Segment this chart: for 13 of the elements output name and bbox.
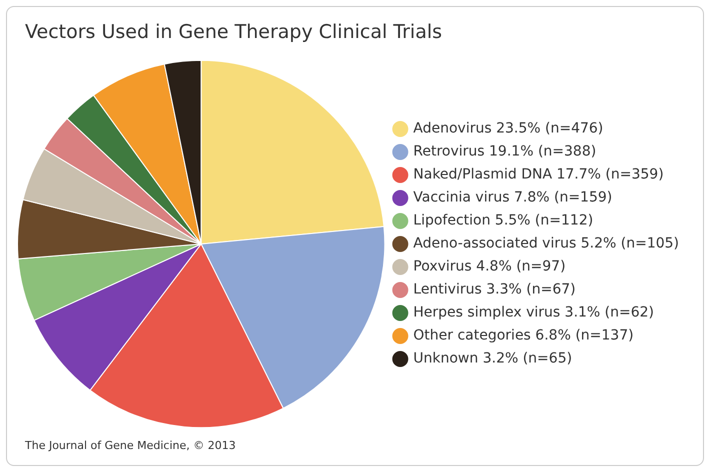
chart-title: Vectors Used in Gene Therapy Clinical Trials — [25, 21, 442, 43]
legend-label: Vaccinia virus 7.8% (n=159) — [413, 190, 612, 206]
legend-label: Other categories 6.8% (n=137) — [413, 328, 634, 344]
legend-label: Adeno-associated virus 5.2% (n=105) — [413, 236, 679, 252]
legend-label: Poxvirus 4.8% (n=97) — [413, 258, 566, 275]
legend-label: Lipofection 5.5% (n=112) — [413, 212, 594, 229]
legend-label: Naked/Plasmid DNA 17.7% (n=359) — [413, 166, 664, 183]
legend-label: Lentivirus 3.3% (n=67) — [413, 282, 576, 298]
legend-label: Herpes simplex virus 3.1% (n=62) — [413, 304, 654, 321]
legend-label: Unknown 3.2% (n=65) — [413, 350, 572, 367]
legend-label: Retrovirus 19.1% (n=388) — [413, 144, 596, 160]
text: The Journal of Gene Medicine, © 2013 — [25, 439, 236, 452]
legend-label: Adenovirus 23.5% (n=476) — [413, 120, 604, 137]
